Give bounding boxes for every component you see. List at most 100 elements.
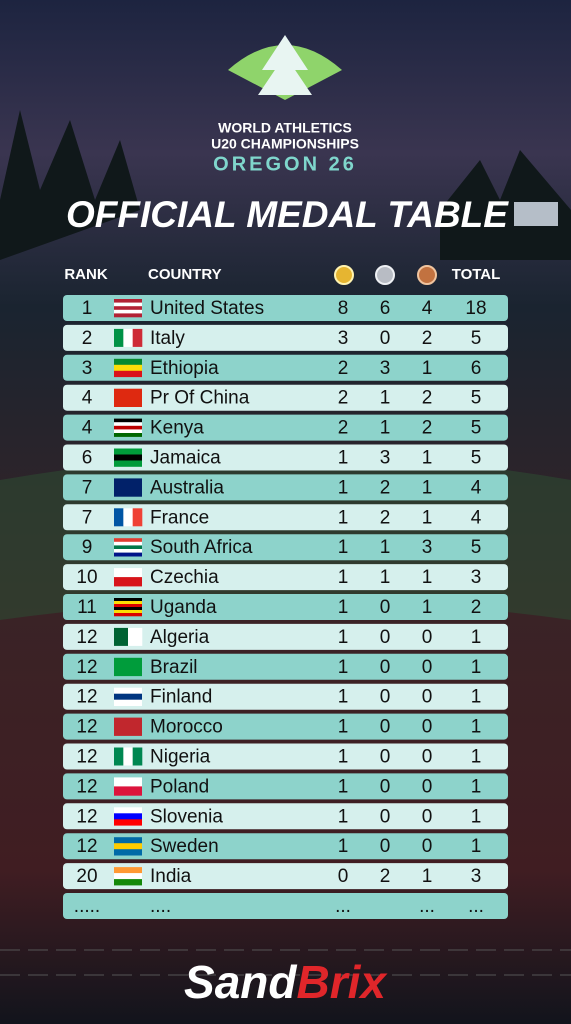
cell: 1 <box>380 418 391 439</box>
cell: 1 <box>471 747 482 768</box>
brand-part: Sand <box>184 956 297 1008</box>
cell: 4 <box>471 507 482 528</box>
cell: 0 <box>380 657 391 678</box>
cell: 1 <box>471 806 482 827</box>
flag <box>114 813 142 820</box>
table-row <box>63 803 508 830</box>
cell: Jamaica <box>150 448 221 469</box>
flag <box>114 819 142 826</box>
cell: 1 <box>422 507 433 528</box>
cell: 0 <box>380 836 391 857</box>
flag <box>123 328 133 347</box>
cell: 0 <box>422 717 433 738</box>
cell: 3 <box>422 537 433 558</box>
cell: Czechia <box>150 567 219 588</box>
cell: 2 <box>82 328 93 349</box>
cell: United States <box>150 298 264 319</box>
cell: 12 <box>76 747 97 768</box>
cell: 2 <box>338 418 349 439</box>
column-header: RANK <box>64 266 107 283</box>
cell: 7 <box>82 477 93 498</box>
flag <box>114 370 142 378</box>
table-row <box>63 504 508 531</box>
flag <box>114 538 142 543</box>
cell: 3 <box>471 866 482 887</box>
flag <box>114 627 129 646</box>
flag <box>114 867 142 874</box>
table-row <box>63 564 508 591</box>
cell: 1 <box>82 298 93 319</box>
cell: 9 <box>82 537 93 558</box>
cell: 1 <box>422 477 433 498</box>
flag <box>114 454 142 461</box>
table-row <box>63 863 508 890</box>
cell: 20 <box>76 866 97 887</box>
cell: 4 <box>82 418 93 439</box>
flag <box>114 699 142 706</box>
flag <box>114 786 142 796</box>
flag <box>114 433 142 437</box>
cell: Brazil <box>150 657 198 678</box>
cell: 4 <box>82 388 93 409</box>
cell: 0 <box>380 597 391 618</box>
table-row <box>63 414 508 441</box>
title: OFFICIAL MEDAL TABLE <box>66 194 509 235</box>
cell: 0 <box>380 806 391 827</box>
table-row <box>63 773 508 800</box>
header-line: WORLD ATHLETICS <box>218 120 352 136</box>
flag <box>114 549 142 553</box>
medal-icons <box>334 265 437 285</box>
flag <box>114 478 142 497</box>
cell: 1 <box>338 537 349 558</box>
flag <box>114 299 142 303</box>
flag <box>114 879 142 886</box>
flag <box>114 306 142 311</box>
header-line: U20 CHAMPIONSHIPS <box>211 136 359 152</box>
cell: ... <box>468 896 484 917</box>
flag <box>114 541 142 546</box>
cell: Sweden <box>150 836 219 857</box>
cell: 0 <box>380 687 391 708</box>
cell: 3 <box>380 358 391 379</box>
table-row <box>63 623 508 650</box>
track-lines <box>0 949 571 976</box>
table-row <box>63 384 508 411</box>
header-line: OREGON 26 <box>213 153 357 175</box>
table-row <box>63 295 508 321</box>
flag <box>114 302 142 307</box>
cell: 2 <box>380 866 391 887</box>
cell: 1 <box>422 567 433 588</box>
cell: 4 <box>422 298 433 319</box>
cell: 7 <box>82 507 93 528</box>
cell: 1 <box>380 567 391 588</box>
cell: Ethiopia <box>150 358 219 379</box>
cell: 12 <box>76 687 97 708</box>
cell: Finland <box>150 687 212 708</box>
cell: 0 <box>422 687 433 708</box>
cell: 0 <box>380 328 391 349</box>
cell: 6 <box>471 358 482 379</box>
flag <box>114 358 142 366</box>
flag <box>114 693 142 700</box>
cell: 1 <box>422 597 433 618</box>
flag <box>114 364 142 372</box>
flag <box>123 747 133 766</box>
cell: ... <box>419 896 435 917</box>
flag <box>114 508 124 527</box>
cell: 6 <box>380 298 391 319</box>
cell: 0 <box>380 747 391 768</box>
cell: Italy <box>150 328 185 349</box>
cell: 2 <box>422 388 433 409</box>
cell: 0 <box>422 657 433 678</box>
cell: 4 <box>471 477 482 498</box>
cell: 1 <box>338 627 349 648</box>
flag <box>114 598 142 602</box>
flag <box>114 422 142 427</box>
stadium-light <box>514 202 558 226</box>
cell: 2 <box>422 418 433 439</box>
cell: Uganda <box>150 597 217 618</box>
brand: SandBrix <box>184 956 388 1008</box>
brand-part: Brix <box>296 956 388 1008</box>
cell: 0 <box>422 836 433 857</box>
